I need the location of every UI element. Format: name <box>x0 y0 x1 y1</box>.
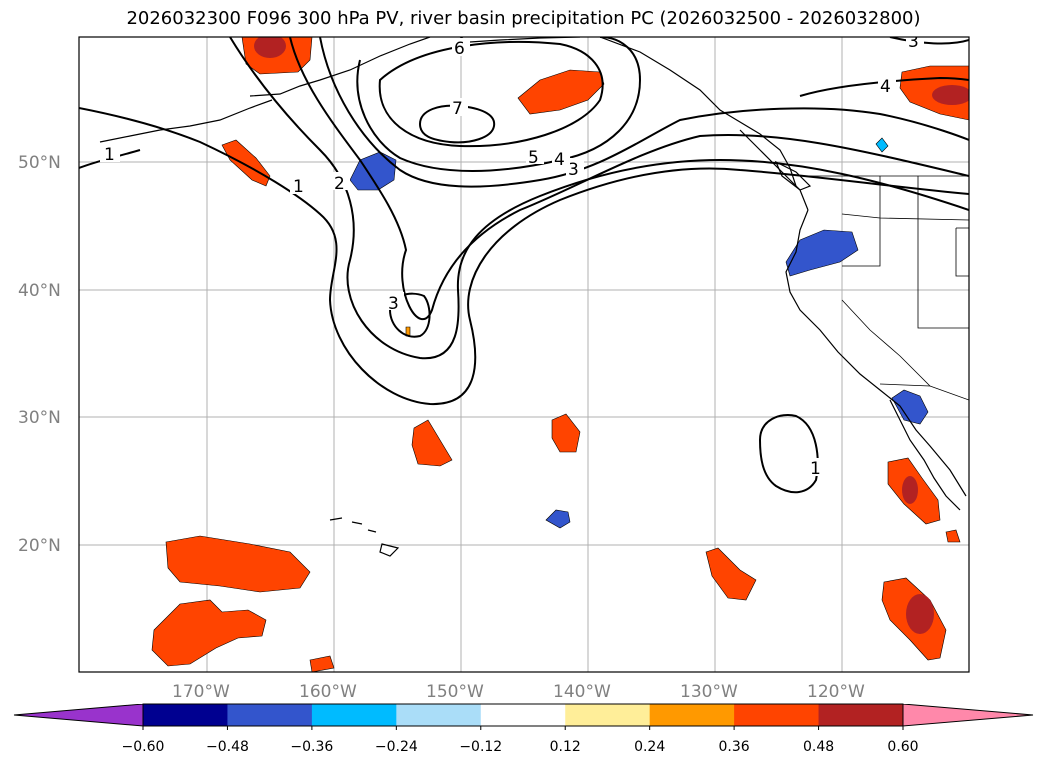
precip-positive-areas <box>151 37 969 672</box>
pv-label: 5 <box>528 148 539 168</box>
lat-label: 40°N <box>18 281 61 301</box>
colorbar-swatch <box>480 704 566 726</box>
lon-label: 170°W <box>172 682 230 702</box>
precip-area <box>902 476 918 504</box>
precip-area <box>906 594 934 634</box>
colorbar-tick-label: 0.60 <box>887 739 918 755</box>
lat-label: 30°N <box>18 408 61 428</box>
pv-contour-3-ne <box>889 37 969 45</box>
lon-label: 160°W <box>299 682 357 702</box>
precip-area <box>517 69 605 115</box>
colorbar-tick-label: −0.12 <box>459 739 502 755</box>
colorbar-tick-label: 0.48 <box>803 739 834 755</box>
precip-area <box>785 229 859 277</box>
colorbar-swatch <box>818 704 904 726</box>
alaska-coast <box>249 37 431 97</box>
hawaii-islands <box>329 517 400 557</box>
precip-area <box>151 599 267 667</box>
colorbar-tick-label: −0.60 <box>122 739 165 755</box>
colorbar-extend-high <box>903 704 1033 726</box>
lon-label: 150°W <box>426 682 484 702</box>
pv-label: 4 <box>880 77 891 97</box>
colorbar-tick-label: −0.24 <box>375 739 418 755</box>
pv-contour-labels: 1 1 2 3 3 4 4 5 6 7 1 3 <box>100 32 924 479</box>
precip-negative-areas <box>349 137 929 529</box>
colorbar: −0.60 −0.48 −0.36 −0.24 −0.12 0.12 0.24 0.36 0.4… <box>13 703 1034 755</box>
alaska-panhandle-coast <box>599 37 797 187</box>
pv-label: 3 <box>908 32 919 52</box>
pv-label: 1 <box>293 177 304 197</box>
colorbar-swatch <box>227 704 313 726</box>
pv-label: 3 <box>568 160 579 180</box>
lon-label: 130°W <box>680 682 738 702</box>
colorbar-swatch <box>311 704 397 726</box>
colorbar-tick-label: −0.36 <box>290 739 333 755</box>
precip-area <box>165 535 311 593</box>
precip-area <box>221 139 271 187</box>
colorbar-extend-low <box>14 704 143 726</box>
lat-label: 50°N <box>18 153 61 173</box>
colorbar-tick-label: −0.48 <box>206 739 249 755</box>
us-west-coast <box>785 209 967 497</box>
pv-contour-2 <box>229 37 969 360</box>
colorbar-tick-label: 0.24 <box>634 739 665 755</box>
precip-area <box>705 547 757 601</box>
pv-contour-4-ne <box>799 76 969 97</box>
pv-contour-4 <box>319 37 969 188</box>
map-border <box>78 36 970 673</box>
lat-labels: 50°N 40°N 30°N 20°N <box>18 153 61 556</box>
aleutian-chain <box>99 99 273 143</box>
pv-label: 6 <box>454 39 465 59</box>
borders <box>808 175 969 401</box>
pv-contour-6 <box>378 40 604 148</box>
pv-label: 1 <box>104 145 115 165</box>
colorbar-tick-label: 0.12 <box>550 739 581 755</box>
lon-label: 140°W <box>553 682 611 702</box>
map-title: 2026032300 F096 300 hPa PV, river basin … <box>126 8 921 29</box>
pv-contour-7 <box>418 104 496 144</box>
colorbar-swatch <box>734 704 820 726</box>
lon-labels: 170°W 160°W 150°W 140°W 130°W 120°W <box>172 682 865 702</box>
precip-area <box>875 137 889 153</box>
lat-label: 20°N <box>18 536 61 556</box>
pv-label: 7 <box>452 99 463 119</box>
precip-area <box>945 529 961 543</box>
precip-area <box>932 85 969 105</box>
pv-label: 4 <box>554 150 565 170</box>
pv-contour-3 <box>289 37 969 320</box>
pv-contour-1 <box>79 107 969 406</box>
pv-label: 3 <box>388 294 399 314</box>
baja-coast <box>889 399 961 511</box>
precip-area <box>254 37 286 58</box>
precip-area <box>551 413 581 453</box>
precip-area <box>545 509 571 529</box>
precip-area <box>411 419 453 467</box>
pv-contour-1-east <box>758 414 819 494</box>
pv-label: 2 <box>334 174 345 194</box>
colorbar-tick-label: 0.36 <box>719 739 750 755</box>
lon-label: 120°W <box>807 682 865 702</box>
colorbar-swatch <box>565 704 651 726</box>
colorbar-outline <box>13 703 1034 727</box>
colorbar-swatch <box>649 704 735 726</box>
colorbar-swatch <box>143 704 228 726</box>
precip-area <box>309 655 335 672</box>
colorbar-swatch <box>396 704 482 726</box>
precip-area <box>891 389 929 425</box>
pv-label: 1 <box>810 459 821 479</box>
